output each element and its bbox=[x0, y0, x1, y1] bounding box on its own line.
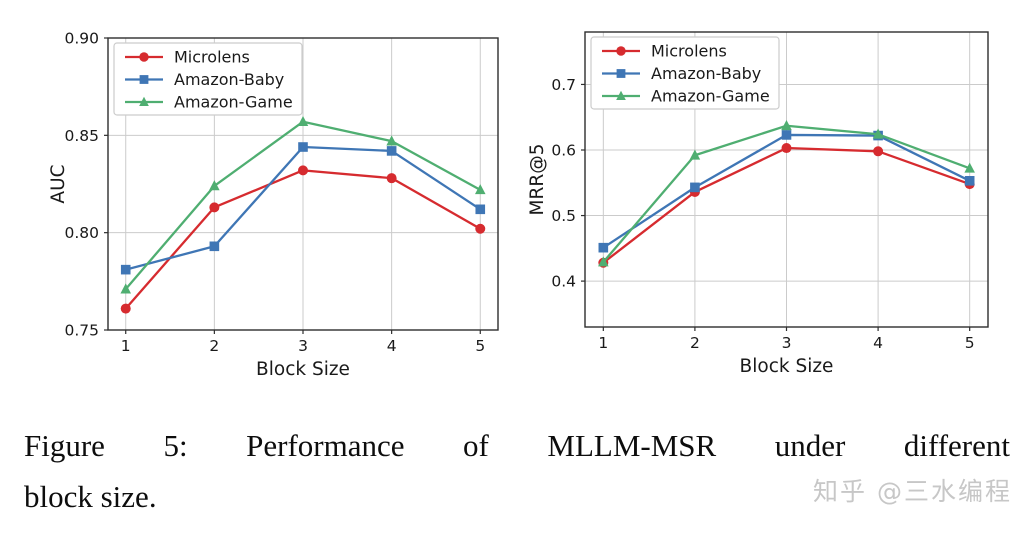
x-axis-label: Block Size bbox=[740, 356, 834, 377]
axis-ticks bbox=[104, 37, 481, 334]
watermark-text: 知乎 @三水编程 bbox=[813, 477, 1012, 506]
axis-ticks bbox=[581, 83, 971, 331]
figure-caption-line2: block size. bbox=[24, 479, 157, 514]
legend: Microlens Amazon-Baby Amazon-Game bbox=[590, 36, 780, 110]
svg-text:0.7: 0.7 bbox=[551, 76, 576, 94]
series-amazon-game bbox=[120, 115, 486, 294]
circle-marker bbox=[475, 223, 486, 234]
legend-label: Amazon-Baby bbox=[174, 70, 284, 89]
series-microlens bbox=[120, 165, 486, 314]
square-marker bbox=[209, 241, 220, 252]
legend-circle-marker bbox=[616, 46, 626, 56]
legend-label: Amazon-Baby bbox=[651, 64, 761, 83]
triangle-marker bbox=[872, 128, 884, 139]
svg-text:5: 5 bbox=[965, 334, 975, 352]
square-marker bbox=[475, 204, 486, 215]
triangle-marker bbox=[964, 162, 975, 173]
y-axis-label: AUC bbox=[48, 164, 69, 203]
square-marker bbox=[386, 146, 397, 156]
x-axis-label: Block Size bbox=[256, 359, 350, 380]
triangle-marker bbox=[386, 135, 397, 146]
triangle-marker bbox=[297, 115, 309, 127]
svg-text:2: 2 bbox=[209, 337, 219, 355]
svg-text:0.80: 0.80 bbox=[64, 224, 99, 242]
svg-text:2: 2 bbox=[690, 334, 700, 352]
circle-marker bbox=[209, 202, 220, 213]
svg-text:4: 4 bbox=[873, 334, 883, 352]
legend-circle-marker bbox=[139, 52, 149, 62]
triangle-marker bbox=[209, 180, 220, 191]
auc-chart-svg: 1 2 3 4 5 0.75 0.80 0.85 0.90 Block Size AUC Microl… bbox=[48, 30, 499, 380]
triangle-marker bbox=[781, 119, 792, 131]
svg-text:3: 3 bbox=[298, 337, 308, 355]
triangle-marker bbox=[120, 283, 132, 294]
legend-label: Amazon-Game bbox=[651, 87, 770, 106]
svg-text:0.85: 0.85 bbox=[64, 127, 99, 145]
svg-text:0.6: 0.6 bbox=[551, 142, 576, 160]
svg-text:3: 3 bbox=[782, 334, 792, 352]
circle-marker bbox=[873, 146, 884, 157]
legend-triangle-marker bbox=[616, 90, 626, 100]
square-marker bbox=[690, 182, 700, 193]
legend: Microlens Amazon-Baby Amazon-Game bbox=[113, 42, 303, 116]
tick-labels: 1 2 3 4 5 0.75 0.80 0.85 0.90 bbox=[64, 30, 485, 356]
svg-text:0.4: 0.4 bbox=[551, 273, 576, 291]
svg-text:5: 5 bbox=[475, 337, 485, 355]
figure-caption: Figure 5: Performance of MLLM-MSR under … bbox=[24, 420, 1010, 522]
triangle-marker bbox=[689, 149, 701, 160]
legend-square-marker bbox=[139, 75, 149, 84]
circle-marker bbox=[781, 143, 792, 154]
legend-triangle-marker bbox=[139, 96, 149, 106]
legend-square-marker bbox=[616, 69, 626, 78]
svg-text:4: 4 bbox=[387, 337, 397, 355]
svg-text:0.5: 0.5 bbox=[551, 207, 576, 225]
y-axis-label: MRR@5 bbox=[528, 144, 548, 216]
svg-text:1: 1 bbox=[598, 334, 608, 352]
triangle-marker bbox=[474, 184, 486, 195]
series-amazon-baby bbox=[120, 142, 486, 275]
svg-text:0.90: 0.90 bbox=[64, 30, 99, 48]
circle-marker bbox=[120, 303, 131, 314]
square-marker bbox=[781, 130, 792, 140]
square-marker bbox=[298, 142, 308, 152]
figure-caption-line1: Figure 5: Performance of MLLM-MSR under … bbox=[24, 428, 1010, 463]
tick-labels: 1 2 3 4 5 0.4 0.5 0.6 0.7 bbox=[551, 76, 974, 352]
square-marker bbox=[120, 264, 131, 275]
auc-chart: 1 2 3 4 5 0.75 0.80 0.85 0.90 Block Size AUC Microl… bbox=[46, 6, 516, 388]
legend-label: Microlens bbox=[651, 42, 727, 61]
series-amazon-game bbox=[598, 119, 975, 267]
legend-label: Amazon-Game bbox=[174, 93, 293, 112]
svg-text:1: 1 bbox=[121, 337, 131, 355]
mrr5-chart-svg: 1 2 3 4 5 0.4 0.5 0.6 0.7 Block Size MRR@5 Microlen… bbox=[528, 31, 989, 377]
triangle-marker bbox=[598, 256, 609, 267]
watermark: 知乎 @三水编程 bbox=[813, 472, 1012, 508]
mrr5-chart: 1 2 3 4 5 0.4 0.5 0.6 0.7 Block Size MRR@5 Microlen… bbox=[528, 6, 1010, 388]
square-marker bbox=[598, 242, 609, 253]
square-marker bbox=[964, 176, 975, 186]
circle-marker bbox=[298, 165, 308, 176]
charts-row: 1 2 3 4 5 0.75 0.80 0.85 0.90 Block Size AUC Microl… bbox=[46, 6, 1010, 388]
svg-text:0.75: 0.75 bbox=[64, 322, 99, 340]
circle-marker bbox=[386, 173, 397, 184]
legend-label: Microlens bbox=[174, 48, 250, 67]
